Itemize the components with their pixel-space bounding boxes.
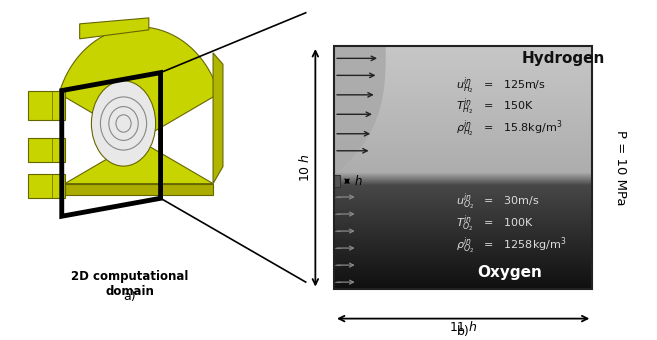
Polygon shape bbox=[334, 46, 386, 175]
Text: P = 10 MPa: P = 10 MPa bbox=[614, 130, 627, 206]
Ellipse shape bbox=[91, 81, 156, 166]
Text: Hydrogen: Hydrogen bbox=[522, 51, 605, 66]
Bar bbox=[334, 46, 592, 289]
Text: 2D computational
domain: 2D computational domain bbox=[71, 270, 189, 298]
Polygon shape bbox=[28, 90, 65, 120]
Text: $T_{H_2}^{in}$   =   150K: $T_{H_2}^{in}$ = 150K bbox=[456, 97, 534, 117]
Text: $u_{H_2}^{in}$   =   125m/s: $u_{H_2}^{in}$ = 125m/s bbox=[456, 75, 546, 96]
Text: $T_{O_2}^{in}$   =   100K: $T_{O_2}^{in}$ = 100K bbox=[456, 213, 534, 234]
Polygon shape bbox=[28, 138, 65, 163]
Polygon shape bbox=[65, 184, 213, 195]
Text: $h$: $h$ bbox=[354, 174, 363, 188]
Polygon shape bbox=[213, 53, 223, 184]
Bar bbox=[334, 175, 340, 187]
Text: $\rho_{H_2}^{in}$   =   15.8kg/m$^3$: $\rho_{H_2}^{in}$ = 15.8kg/m$^3$ bbox=[456, 118, 562, 139]
Polygon shape bbox=[79, 18, 149, 39]
Polygon shape bbox=[59, 27, 219, 184]
Text: b): b) bbox=[457, 325, 470, 339]
Text: 11 $h$: 11 $h$ bbox=[449, 320, 478, 334]
Polygon shape bbox=[28, 174, 65, 198]
Text: $\rho_{O_2}^{in}$   =   1258kg/m$^3$: $\rho_{O_2}^{in}$ = 1258kg/m$^3$ bbox=[456, 235, 566, 256]
Text: Oxygen: Oxygen bbox=[478, 265, 543, 280]
Text: $u_{O_2}^{in}$   =   30m/s: $u_{O_2}^{in}$ = 30m/s bbox=[456, 191, 540, 212]
Text: 10 $h$: 10 $h$ bbox=[298, 153, 312, 182]
Text: a): a) bbox=[124, 290, 136, 303]
